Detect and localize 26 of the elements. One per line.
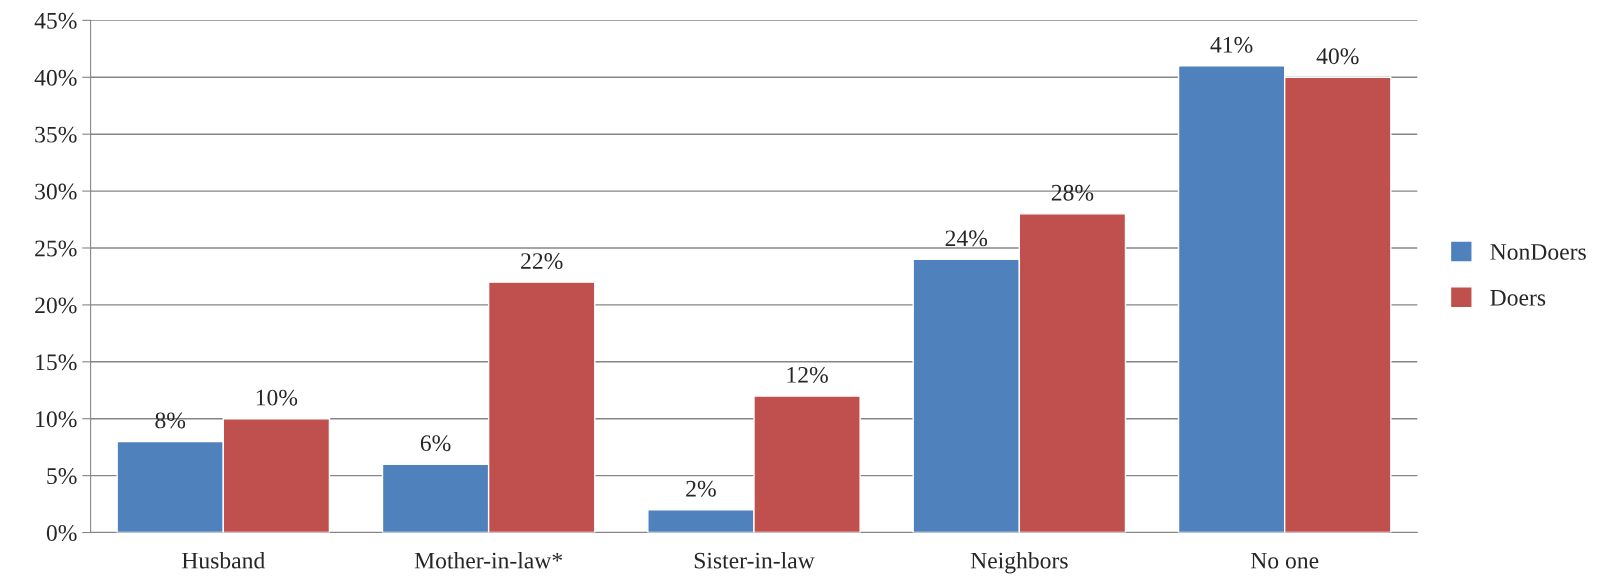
data-label: 10%	[256, 389, 298, 406]
data-label: 28%	[1051, 184, 1094, 201]
y-tick-label: 0%	[46, 525, 77, 542]
y-tick-label: 10%	[36, 411, 77, 428]
y-tick-label: 40%	[34, 69, 77, 86]
x-tick-label: Mother-in-law*	[414, 551, 563, 569]
y-tick-label: 45%	[34, 12, 77, 29]
x-tick-label: Husband	[181, 551, 265, 569]
data-label: 12%	[787, 366, 828, 383]
x-tick-label: Sister-in-law	[694, 551, 815, 569]
data-label: 2%	[686, 480, 716, 497]
y-tick-label: 30%	[35, 183, 77, 200]
data-label: 41%	[1210, 36, 1253, 53]
legend-label: Doers	[1490, 290, 1546, 306]
data-label: 22%	[521, 253, 563, 270]
y-tick-label: 5%	[47, 468, 77, 485]
y-tick-label: 15%	[36, 354, 77, 371]
x-tick-label: No one	[1250, 552, 1319, 569]
y-tick-label: 20%	[35, 297, 77, 314]
data-label: 6%	[420, 435, 451, 452]
y-tick-label: 25%	[35, 240, 77, 257]
data-label: 40%	[1316, 48, 1359, 65]
data-label: 24%	[945, 230, 988, 247]
x-tick-label: Neighbors	[970, 551, 1068, 574]
legend-label: NonDoers	[1490, 244, 1586, 260]
y-tick-label: 35%	[35, 126, 77, 143]
